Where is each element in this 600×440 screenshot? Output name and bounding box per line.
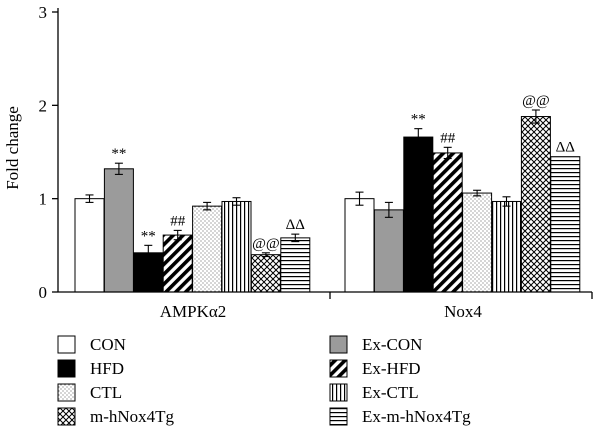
bar (491, 200, 522, 293)
category-labels: AMPKα2 Nox4 (160, 302, 483, 321)
y-tick-label: 2 (39, 96, 48, 115)
y-axis-label: Fold change (3, 106, 22, 190)
bar (344, 198, 375, 293)
legend-label: Ex-HFD (362, 359, 421, 378)
category-label: Nox4 (444, 302, 482, 321)
legend: CON Ex-CON HFD Ex-HFD CTL Ex-CTL m-hNox4Tg Ex-m… (57, 335, 471, 426)
bar (192, 205, 223, 293)
legend-label: Ex-CON (362, 335, 422, 354)
bar (221, 200, 252, 293)
bar (432, 152, 463, 293)
significance-label: ## (440, 130, 456, 146)
significance-label: @@ (522, 93, 550, 109)
legend-swatch (57, 335, 76, 354)
legend-swatch (329, 407, 348, 426)
legend-swatch (329, 335, 348, 354)
significance-label: ΔΔ (556, 140, 576, 156)
y-tick-label: 1 (39, 190, 48, 209)
significance-label: ## (170, 213, 186, 229)
legend-swatch (57, 383, 76, 402)
legend-label: Ex-CTL (362, 383, 419, 402)
legend-label: Ex-m-hNox4Tg (362, 407, 471, 426)
significance-label: ** (141, 228, 156, 244)
y-tick-label: 0 (39, 283, 48, 302)
bars: ** ** ## @@ ΔΔ ** ## @@ ΔΔ (74, 93, 581, 293)
bar (280, 237, 311, 293)
legend-swatch (329, 359, 348, 378)
legend-label: m-hNox4Tg (90, 407, 175, 426)
y-axis-ticks: 0 1 2 3 (39, 3, 58, 302)
bar (403, 136, 434, 293)
bar (250, 254, 281, 293)
bar (520, 116, 551, 293)
bar (462, 192, 493, 293)
legend-label: HFD (90, 359, 124, 378)
bar (550, 156, 581, 293)
legend-swatch (57, 359, 76, 378)
y-tick-label: 3 (39, 3, 48, 22)
bar (74, 198, 105, 293)
significance-label: ΔΔ (286, 217, 306, 233)
legend-swatch (329, 383, 348, 402)
significance-label: ** (411, 112, 426, 128)
bar (162, 234, 193, 293)
legend-label: CTL (90, 383, 122, 402)
significance-label: ** (111, 146, 126, 162)
legend-label: CON (90, 335, 126, 354)
axes (57, 8, 593, 299)
legend-swatch (57, 407, 76, 426)
bar (373, 209, 404, 293)
bar (103, 168, 134, 293)
significance-label: @@ (252, 236, 280, 252)
category-label: AMPKα2 (160, 302, 227, 321)
